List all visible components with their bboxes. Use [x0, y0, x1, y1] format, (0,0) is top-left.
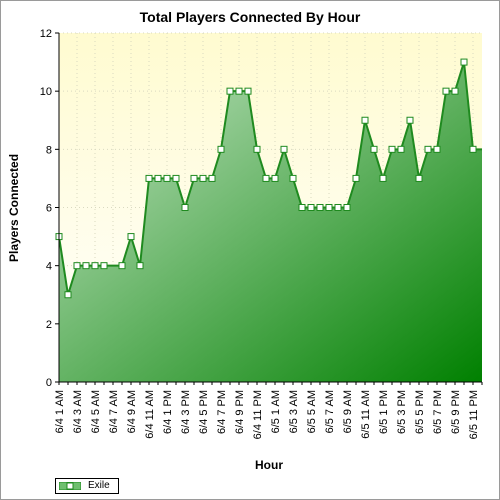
data-point: [208, 174, 216, 182]
data-point: [253, 145, 261, 153]
data-point: [316, 204, 324, 211]
data-point: [379, 174, 387, 182]
y-tick-label: 4: [46, 261, 52, 273]
data-point: [406, 116, 414, 124]
plot-area: 0 2 4 6 8 10 12 6/4 1 AM 6/4 3 AM 6/4 5 AM 6/4 7 A…: [40, 28, 483, 439]
x-tick-label: 6/5 3 PM: [396, 390, 408, 434]
data-point: [433, 145, 441, 153]
data-point: [451, 87, 459, 95]
data-point: [145, 174, 153, 182]
y-tick-label: 8: [46, 144, 52, 156]
x-tick-label: 6/5 9 AM: [342, 390, 354, 433]
data-point: [352, 174, 360, 182]
x-tick-label: 6/4 3 AM: [72, 390, 84, 433]
x-tick-label: 6/5 11 AM: [360, 390, 372, 439]
data-point: [244, 87, 252, 95]
x-tick-label: 6/5 9 PM: [450, 390, 462, 434]
x-tick-label: 6/4 1 AM: [54, 390, 66, 433]
x-tick-label: 6/4 9 PM: [234, 390, 246, 434]
y-tick-label: 12: [40, 28, 52, 40]
x-tick-label: 6/5 11 PM: [468, 390, 480, 439]
x-tick-label: 6/4 5 AM: [90, 390, 102, 433]
y-tick-label: 6: [46, 203, 52, 215]
data-point: [226, 87, 234, 95]
x-tick-label: 6/4 11 PM: [252, 390, 264, 439]
data-point: [217, 145, 225, 153]
data-point: [154, 174, 162, 182]
data-point: [190, 174, 198, 182]
data-point: [397, 145, 405, 153]
y-tick-label: 10: [40, 86, 52, 98]
x-tick-label: 6/4 1 PM: [162, 390, 174, 434]
x-tick-label: 6/5 1 AM: [270, 390, 282, 433]
x-tick-label: 6/5 5 AM: [306, 390, 318, 433]
x-tick-label: 6/5 1 PM: [378, 390, 390, 434]
data-point: [469, 145, 477, 153]
data-point: [334, 204, 342, 211]
x-tick-label: 6/4 11 AM: [144, 390, 156, 439]
data-point: [73, 262, 81, 270]
data-point: [82, 262, 90, 270]
data-point: [289, 174, 297, 182]
data-point: [307, 204, 315, 211]
data-point: [298, 204, 306, 211]
data-point: [181, 204, 189, 211]
x-tick-label: 6/4 3 PM: [180, 390, 192, 434]
data-point: [235, 87, 243, 95]
x-tick-label: 6/4 9 AM: [126, 390, 138, 433]
data-point: [388, 145, 396, 153]
data-point: [127, 233, 135, 241]
series-line-exile: [58, 61, 482, 296]
data-point: [163, 174, 171, 182]
data-point: [172, 174, 180, 182]
legend-swatch-icon: [59, 482, 81, 490]
data-point: [271, 174, 279, 182]
legend: Exile: [55, 478, 119, 494]
x-tick-label: 6/5 7 PM: [432, 390, 444, 434]
x-tick-label: 6/5 7 AM: [324, 390, 336, 433]
data-point: [424, 145, 432, 153]
data-point: [64, 291, 72, 299]
data-point: [343, 204, 351, 211]
data-point: [91, 262, 99, 270]
legend-label: Exile: [88, 480, 110, 491]
chart-title: Total Players Connected By Hour: [140, 9, 361, 25]
y-tick-label: 0: [46, 377, 52, 389]
data-point: [460, 58, 468, 66]
x-tick-label: 6/4 7 PM: [216, 390, 228, 434]
data-point: [100, 262, 108, 270]
x-tick-label: 6/4 5 PM: [198, 390, 210, 434]
data-point: [325, 204, 333, 211]
data-point: [262, 174, 270, 182]
data-point: [280, 145, 288, 153]
x-tick-label: 6/5 3 AM: [288, 390, 300, 433]
y-axis-label: Players Connected: [7, 154, 21, 262]
data-point: [370, 145, 378, 153]
x-axis-label: Hour: [255, 458, 283, 472]
data-point: [118, 262, 126, 270]
data-point: [136, 262, 144, 270]
x-tick-label: 6/5 5 PM: [414, 390, 426, 434]
data-point: [442, 87, 450, 95]
data-point: [199, 174, 207, 182]
x-tick-label: 6/4 7 AM: [108, 390, 120, 433]
y-tick-label: 2: [46, 319, 52, 331]
data-point: [415, 174, 423, 182]
series-area-exile: [59, 62, 482, 382]
data-point: [361, 116, 369, 124]
